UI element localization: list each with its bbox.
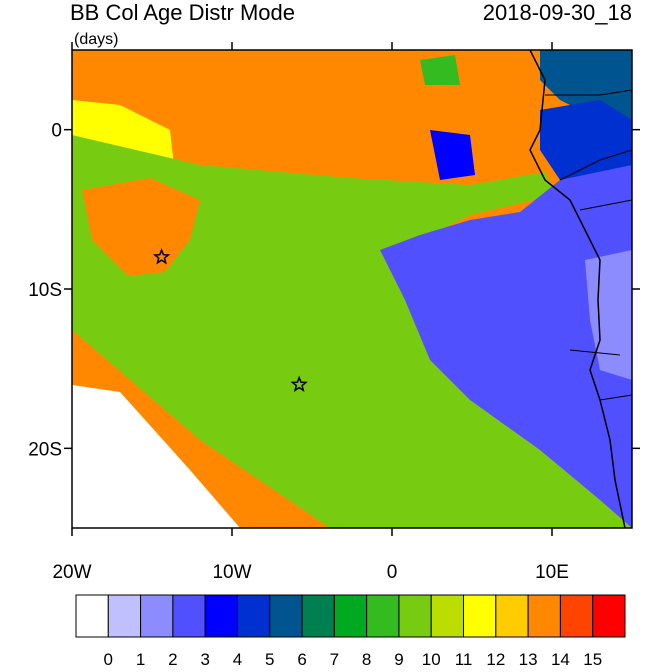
colorbar-label: 5: [265, 650, 274, 667]
colorbar-box: [333, 594, 368, 638]
colorbar-label: 3: [200, 650, 209, 667]
site-marker: [290, 375, 308, 392]
colorbar-box: [140, 594, 174, 638]
x-tick-label: 20W: [52, 562, 91, 583]
map-field: [72, 50, 632, 528]
colorbar-box: [107, 594, 142, 638]
date: 2018-09-30_18: [483, 0, 632, 25]
field-blue-patch: [430, 130, 475, 180]
colorbar-label: 10: [422, 650, 441, 667]
site-marker: [152, 248, 171, 265]
colorbar-label: 13: [519, 650, 538, 667]
field-orange-left: [82, 178, 200, 276]
colorbar-label: 0: [104, 650, 113, 667]
x-tick-label: 10E: [535, 562, 569, 583]
colorbar-label: 9: [394, 650, 403, 667]
colorbar-label: 15: [583, 650, 602, 667]
colorbar-box: [75, 594, 109, 638]
colorbar-label: 14: [551, 650, 570, 667]
field-green-patch: [420, 55, 460, 85]
colorbar-label: 1: [136, 650, 145, 667]
colorbar-box: [236, 594, 271, 638]
colorbar-box: [495, 594, 529, 638]
y-tick-label: 0: [51, 121, 62, 142]
colorbar-box: [366, 594, 400, 638]
field-navy: [540, 100, 632, 180]
colorbar-box: [592, 594, 626, 638]
y-tick-label: 10S: [28, 280, 62, 301]
colorbar-label: 12: [486, 650, 505, 667]
x-tick-label: 0: [387, 562, 398, 583]
colorbar-label: 4: [233, 650, 242, 667]
field-lime: [72, 135, 632, 528]
colorbar-box: [269, 594, 303, 638]
colorbar-box: [463, 594, 497, 638]
coastline: [529, 50, 626, 528]
colorbar-box: [559, 594, 594, 638]
colorbar-box: [172, 594, 206, 638]
colorbar-box: [204, 594, 238, 638]
colorbar-label: 2: [168, 650, 177, 667]
colorbar-label: 6: [297, 650, 306, 667]
borders: [545, 89, 632, 401]
colorbar-box: [398, 594, 432, 638]
colorbar-label: 11: [455, 650, 473, 667]
field-blue: [380, 160, 632, 528]
x-tick-label: 10W: [212, 562, 251, 583]
colorbar-box: [430, 594, 465, 638]
colorbar-box: [301, 594, 335, 638]
colorbar-label: 7: [330, 650, 339, 667]
units: (days): [74, 31, 118, 48]
colorbar-box: [527, 594, 561, 638]
field-white: [72, 385, 240, 528]
title: BB Col Age Distr Mode: [70, 0, 295, 25]
colorbar-label: 8: [362, 650, 371, 667]
y-tick-label: 20S: [28, 439, 62, 460]
